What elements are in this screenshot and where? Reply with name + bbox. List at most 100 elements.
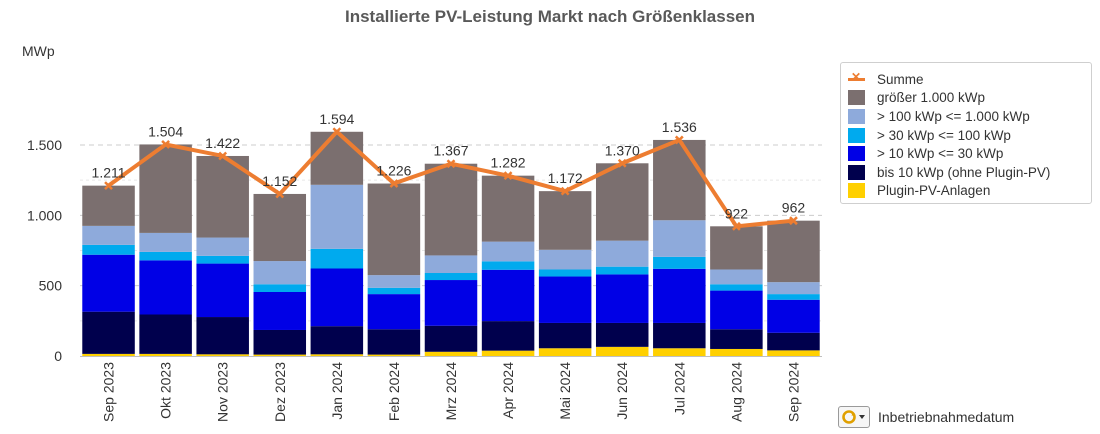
sum-data-label: 922 (725, 205, 749, 221)
x-tick-label: Sep 2024 (785, 362, 801, 422)
bar-segment (710, 284, 763, 291)
x-tick-label: Mai 2024 (557, 362, 573, 420)
sum-marker (732, 221, 741, 231)
legend-swatch (848, 108, 865, 124)
x-tick-label: Mrz 2024 (443, 362, 459, 421)
chart-legend: Summe größer 1.000 kWp > 100 kWp <= 1.00… (840, 62, 1092, 204)
bar-segment (481, 350, 535, 356)
bar-segment (481, 321, 535, 351)
legend-item-10-30-kwp[interactable]: > 10 kWp <= 30 kWp (848, 144, 1083, 163)
bar-segment (367, 287, 421, 295)
bar-segment (653, 256, 706, 269)
bar-segment (253, 329, 307, 355)
bar-segment (139, 260, 192, 315)
bar-segment (538, 249, 592, 270)
legend-swatch (848, 146, 865, 162)
legend-swatch (848, 90, 865, 106)
bar-segment (424, 325, 478, 352)
sum-marker (218, 151, 228, 161)
bar-segment (424, 280, 478, 326)
bar-segment (367, 275, 421, 288)
sum-data-label: 1.370 (605, 142, 640, 158)
chart-title: Installierte PV-Leistung Markt nach Größ… (344, 7, 755, 26)
bar-segment (424, 273, 478, 281)
sum-data-label: 1.226 (376, 163, 411, 179)
bar-segment (139, 353, 192, 356)
bar-segment (481, 269, 535, 322)
bar-segment (367, 183, 421, 276)
bar-segment (310, 184, 364, 249)
legend-item-plugin-pv[interactable]: Plugin-PV-Anlagen (848, 182, 1083, 201)
bar-segment (196, 263, 249, 318)
legend-item-bis-10-kwp[interactable]: bis 10 kWp (ohne Plugin-PV) (848, 163, 1083, 182)
bar-segment (424, 163, 478, 256)
bar-segment (538, 191, 592, 250)
legend-item-summe[interactable]: Summe (848, 70, 1083, 89)
bar-segment (710, 269, 763, 285)
bar-segment (595, 240, 649, 267)
legend-label: Plugin-PV-Anlagen (877, 183, 991, 199)
bar-segment (196, 255, 249, 264)
sum-data-label: 962 (782, 200, 806, 216)
x-tick-label: Jun 2024 (614, 362, 630, 420)
legend-item-100-1000-kwp[interactable]: > 100 kWp <= 1.000 kWp (848, 107, 1083, 126)
sum-data-label: 1.367 (433, 143, 468, 159)
x-tick-label: Jul 2024 (671, 362, 687, 415)
bar-segment (653, 348, 706, 356)
bar-segment (595, 322, 649, 347)
sum-marker (389, 179, 399, 188)
bar-segment (310, 248, 364, 269)
bar-segment (139, 314, 192, 354)
legend-swatch (848, 183, 865, 199)
bar-segment (82, 185, 135, 226)
bar-segment (310, 326, 364, 355)
bar-segment (595, 274, 649, 323)
bar-segment (424, 351, 478, 356)
bar-segment (253, 291, 307, 330)
x-tick-label: Feb 2024 (386, 362, 402, 421)
bar-segment (139, 232, 192, 252)
sum-data-label: 1.536 (662, 119, 697, 135)
legend-swatch (848, 127, 865, 143)
bar-segment (767, 220, 820, 283)
bar-segment (82, 311, 135, 354)
legend-item-30-100-kwp[interactable]: > 30 kWp <= 100 kWp (848, 126, 1083, 145)
bar-segment (710, 348, 763, 356)
bar-segment (481, 175, 535, 242)
bar-segment (196, 237, 249, 256)
bar-segment (595, 163, 649, 241)
x-tick-label: Apr 2024 (500, 362, 516, 419)
bar-segment (367, 294, 421, 330)
bar-segment (367, 354, 421, 356)
bar-segment (481, 241, 535, 262)
bar-segment (253, 193, 307, 262)
bar-segment (653, 268, 706, 323)
bar-segment (82, 353, 135, 356)
legend-label: größer 1.000 kWp (877, 90, 986, 106)
bar-segment (767, 332, 820, 351)
bar-segment (196, 317, 249, 355)
legend-label: bis 10 kWp (ohne Plugin-PV) (877, 164, 1051, 180)
sum-marker (332, 127, 342, 137)
x-tick-label: Aug 2024 (728, 362, 744, 422)
sum-data-label: 1.594 (319, 111, 354, 127)
legend-label: > 10 kWp <= 30 kWp (877, 146, 1004, 162)
date-filter-button[interactable] (838, 406, 870, 428)
x-tick-label: Jan 2024 (329, 362, 345, 420)
bar-segment (82, 225, 135, 245)
y-tick-label: 500 (39, 278, 63, 294)
legend-item-groesser-1000-kwp[interactable]: größer 1.000 kWp (848, 89, 1083, 108)
date-filter-label: Inbetriebnahmedatum (878, 409, 1015, 425)
bar-segment (367, 329, 421, 355)
bar-segment (653, 220, 706, 257)
bar-segment (767, 299, 820, 333)
x-tick-label: Dez 2023 (272, 362, 288, 422)
bar-segment (767, 350, 820, 356)
sum-data-label: 1.172 (548, 170, 583, 186)
bar-segment (538, 348, 592, 356)
bar-segment (538, 269, 592, 277)
bar-segment (595, 266, 649, 275)
bar-segment (424, 255, 478, 274)
sum-marker (503, 171, 513, 181)
sum-marker (275, 189, 285, 199)
